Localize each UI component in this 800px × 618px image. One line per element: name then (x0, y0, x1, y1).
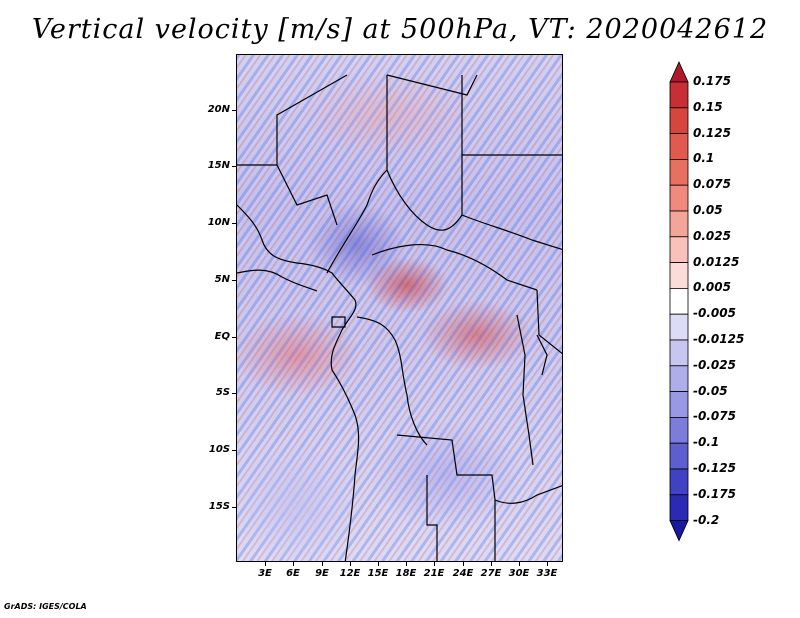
congo-river-border (356, 316, 428, 446)
colorbar-segment (669, 61, 689, 83)
lon-tick (265, 562, 266, 566)
lat-label-5s: 5S (215, 387, 230, 398)
colorbar-segment (669, 520, 689, 542)
lon-tick (547, 562, 548, 566)
nigeria-cameroon-border (326, 169, 388, 274)
colorbar-label: 0.175 (693, 74, 731, 88)
north-west-borders (237, 74, 348, 226)
lon-label-6e: 6E (286, 568, 300, 579)
colorbar-segment (669, 287, 689, 315)
lon-label-24e: 24E (452, 568, 474, 579)
colorbar-segment (669, 133, 689, 160)
lon-tick (350, 562, 351, 566)
lat-label-eq: EQ (214, 331, 230, 342)
lat-tick (232, 110, 236, 111)
colorbar-segment (669, 236, 689, 264)
colorbar-segment (669, 442, 689, 470)
drc-south-border (396, 434, 562, 504)
lon-tick (378, 562, 379, 566)
colorbar-segment (669, 468, 689, 496)
lat-label-15n: 15N (207, 160, 230, 171)
libya-border (386, 74, 478, 96)
east-border (536, 289, 562, 355)
colorbar-segment (669, 339, 689, 367)
colorbar-label: 0.05 (693, 203, 723, 217)
lat-tick (232, 280, 236, 281)
lon-tick (434, 562, 435, 566)
colorbar-label: 0.1 (693, 151, 715, 166)
lon-label-21e: 21E (423, 568, 445, 579)
lon-tick (519, 562, 520, 566)
west-africa-coastline (237, 204, 360, 561)
colorbar-label: -0.005 (693, 306, 736, 321)
lat-label-20n: 20N (207, 104, 230, 115)
car-border (371, 244, 538, 291)
colorbar-segment (669, 81, 689, 109)
lon-label-30e: 30E (508, 568, 530, 579)
lon-label-18e: 18E (395, 568, 417, 579)
colorbar-label: -0.1 (693, 435, 720, 450)
colorbar-segment (669, 416, 689, 444)
east-africa-lakes (516, 314, 548, 466)
lon-label-15e: 15E (367, 568, 389, 579)
colorbar-label: 0.005 (693, 280, 731, 295)
colorbar-label: 0.0125 (693, 254, 740, 269)
lon-label-12e: 12E (339, 568, 361, 579)
colorbar-segment (669, 494, 689, 521)
cameroon-gabon (331, 316, 346, 328)
colorbar-segment (669, 391, 689, 418)
lon-label-33e: 33E (536, 568, 558, 579)
colorbar-label: -0.2 (693, 512, 720, 527)
colorbar-label: 0.15 (693, 99, 723, 114)
colorbar-label: 0.125 (693, 125, 731, 140)
gulf-of-guinea-coast (237, 269, 318, 292)
map-plot-area (236, 54, 563, 562)
colorbar-label: -0.025 (693, 357, 736, 372)
angola-zambia-border (426, 475, 496, 561)
lat-label-15s: 15S (208, 501, 230, 512)
lat-tick (232, 166, 236, 167)
colorbar-label: 0.025 (693, 228, 731, 243)
lon-tick (293, 562, 294, 566)
lat-label-10n: 10N (207, 217, 230, 228)
colorbar-label: -0.175 (693, 486, 736, 501)
colorbar-segment (669, 107, 689, 134)
colorbar-label: -0.0125 (693, 332, 745, 346)
lon-tick (406, 562, 407, 566)
colorbar-segment (669, 159, 689, 186)
lat-label-5n: 5N (214, 274, 230, 285)
colorbar-segment (669, 365, 689, 392)
colorbar-label: 0.075 (693, 177, 731, 192)
chart-title: Vertical velocity [m/s] at 500hPa, VT: 2… (31, 14, 769, 45)
colorbar-label: -0.075 (693, 409, 736, 424)
lat-tick (232, 507, 236, 508)
lon-tick (322, 562, 323, 566)
colorbar (669, 61, 689, 542)
lat-tick (232, 393, 236, 394)
lat-tick (232, 223, 236, 224)
colorbar-segment (669, 210, 689, 238)
lon-tick (491, 562, 492, 566)
lon-tick (463, 562, 464, 566)
colorbar-segment (669, 262, 689, 289)
lon-label-27e: 27E (480, 568, 502, 579)
footer-credit: GrADS: IGES/COLA (4, 602, 87, 611)
country-borders (237, 74, 562, 561)
lon-label-3e: 3E (258, 568, 272, 579)
lat-label-10s: 10S (208, 444, 230, 455)
colorbar-segment (669, 313, 689, 341)
lat-tick (232, 337, 236, 338)
lat-tick (232, 450, 236, 451)
colorbar-segment (669, 184, 689, 212)
colorbar-label: -0.05 (693, 383, 728, 398)
sudan-border (461, 154, 562, 251)
chad-border (386, 75, 463, 231)
colorbar-label: -0.125 (693, 461, 736, 475)
lon-label-9e: 9E (315, 568, 329, 579)
